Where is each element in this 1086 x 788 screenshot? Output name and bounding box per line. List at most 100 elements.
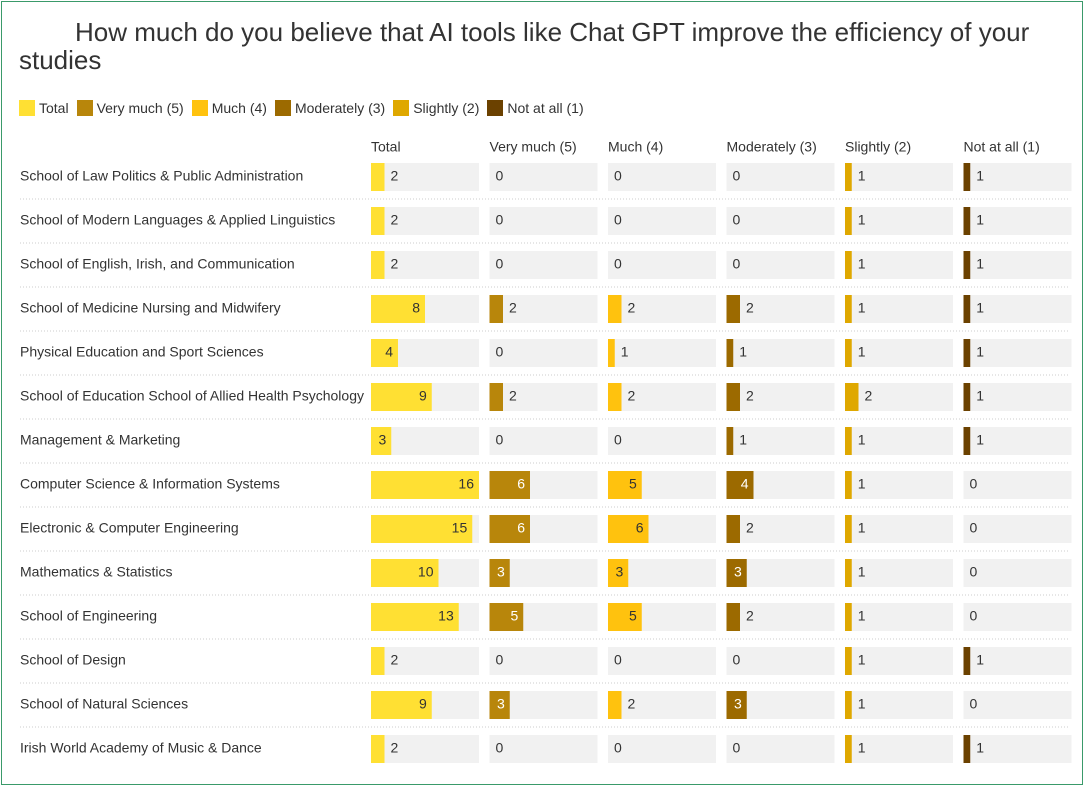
value-label: 2	[865, 388, 873, 404]
legend: Total Very much (5) Much (4) Moderately (3)…	[19, 100, 592, 116]
track	[608, 427, 716, 455]
track	[845, 339, 953, 367]
track	[845, 559, 953, 587]
legend-label: Much (4)	[211, 100, 267, 116]
track	[845, 735, 953, 763]
track	[845, 515, 953, 543]
value-label: 1	[858, 212, 866, 228]
value-label: 1	[976, 256, 984, 272]
track	[489, 295, 598, 323]
track	[726, 735, 835, 763]
track	[726, 383, 835, 411]
value-label: 0	[970, 696, 978, 712]
value-label: 3	[615, 564, 623, 580]
bar	[963, 295, 971, 323]
bar	[963, 207, 971, 235]
column-header: Much (4)	[608, 139, 663, 155]
bar	[845, 603, 852, 631]
legend-swatch	[274, 100, 291, 116]
value-label: 1	[858, 520, 866, 536]
legend-swatch	[76, 100, 93, 116]
value-label: 4	[385, 344, 393, 360]
bar	[489, 515, 530, 543]
legend-item: Slightly (2)	[393, 100, 479, 116]
bar	[489, 471, 530, 499]
value-label: 5	[510, 608, 518, 624]
bar	[608, 383, 622, 411]
track	[489, 339, 598, 367]
value-label: 2	[391, 256, 399, 272]
track	[371, 647, 479, 675]
value-label: 0	[970, 476, 978, 492]
value-label: 1	[858, 696, 866, 712]
track	[608, 735, 716, 763]
column-header: Very much (5)	[490, 139, 577, 155]
bar	[608, 691, 622, 719]
value-label: 3	[497, 696, 505, 712]
bar	[845, 427, 852, 455]
value-label: 2	[746, 520, 754, 536]
track	[726, 163, 835, 191]
value-label: 0	[496, 652, 504, 668]
bar	[963, 383, 971, 411]
value-label: 2	[391, 168, 399, 184]
bar	[489, 383, 503, 411]
legend-label: Total	[39, 100, 69, 116]
value-label: 1	[858, 740, 866, 756]
track	[371, 251, 479, 279]
row-label: School of Engineering	[20, 608, 157, 624]
track	[489, 207, 598, 235]
bar	[726, 559, 747, 587]
track	[608, 339, 716, 367]
chart-title: How much do you believe that AI tools li…	[19, 17, 1030, 75]
value-label: 1	[858, 652, 866, 668]
track	[608, 163, 716, 191]
bar	[845, 471, 852, 499]
bar	[845, 383, 859, 411]
value-label: 0	[733, 212, 741, 228]
value-label: 2	[628, 300, 636, 316]
row-label: Irish World Academy of Music & Dance	[20, 740, 262, 756]
value-label: 0	[614, 740, 622, 756]
track	[608, 383, 716, 411]
value-label: 3	[497, 564, 505, 580]
legend-item: Very much (5)	[76, 100, 184, 116]
bar	[726, 427, 734, 455]
value-label: 0	[614, 652, 622, 668]
column-header: Slightly (2)	[845, 139, 911, 155]
value-label: 13	[438, 608, 454, 624]
bar	[726, 691, 747, 719]
bar	[963, 251, 971, 279]
bar	[371, 295, 425, 323]
track	[726, 251, 835, 279]
row-label: School of Education School of Allied Hea…	[20, 388, 364, 404]
value-label: 1	[621, 344, 629, 360]
value-label: 0	[733, 168, 741, 184]
track	[963, 559, 1072, 587]
value-label: 1	[858, 476, 866, 492]
legend-item: Much (4)	[191, 100, 267, 116]
track	[845, 207, 953, 235]
value-label: 1	[858, 168, 866, 184]
value-label: 2	[509, 300, 517, 316]
bar	[845, 691, 852, 719]
track	[963, 603, 1072, 631]
value-label: 15	[452, 520, 468, 536]
value-label: 4	[741, 476, 749, 492]
bar	[371, 339, 398, 367]
bar	[963, 647, 971, 675]
value-label: 2	[746, 300, 754, 316]
bar	[608, 603, 642, 631]
bar	[845, 735, 852, 763]
legend-item: Total	[19, 100, 69, 116]
track	[489, 647, 598, 675]
track	[845, 691, 953, 719]
bar	[371, 691, 432, 719]
track	[845, 603, 953, 631]
track	[726, 427, 835, 455]
value-label: 2	[391, 740, 399, 756]
value-label: 2	[746, 388, 754, 404]
row-label: Computer Science & Information Systems	[20, 476, 280, 492]
bar	[489, 603, 524, 631]
